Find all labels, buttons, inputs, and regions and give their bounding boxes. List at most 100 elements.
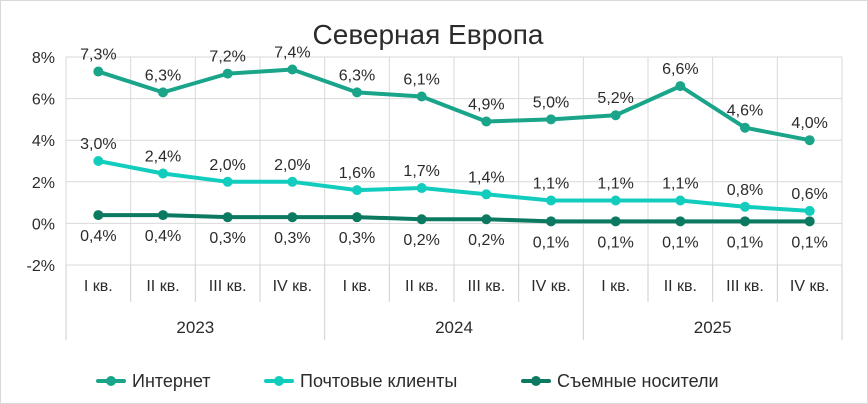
series-3: 0,4% 0,4% 0,3% 0,3% 0,3% 0,2% 0,2% 0,1% 0,1% 0,1%…: [80, 210, 828, 251]
x-category-label: II кв.: [405, 278, 438, 295]
data-point: [740, 122, 750, 133]
x-category-label: IV кв.: [790, 278, 830, 295]
data-label: 4,9%: [468, 96, 504, 113]
y-tick-label: 2%: [32, 175, 55, 192]
axis: [65, 265, 843, 340]
legend-label: Интернет: [132, 371, 211, 391]
data-point: [675, 216, 686, 227]
x-group-label: 2025: [694, 318, 732, 337]
data-label: 7,4%: [274, 44, 310, 61]
data-label: 1,1%: [597, 176, 633, 193]
x-category-label: IV кв.: [531, 278, 571, 295]
y-tick-label: 6%: [32, 92, 55, 109]
data-point: [352, 87, 362, 98]
data-label: 0,2%: [468, 232, 504, 249]
legend-item: Интернет: [96, 371, 211, 391]
data-label: 4,6%: [727, 103, 763, 120]
x-group-label: 2024: [435, 318, 473, 337]
data-label: 2,0%: [209, 157, 245, 174]
legend-item: Почтовые клиенты: [264, 371, 457, 391]
data-label: 2,0%: [274, 157, 310, 174]
data-label: 0,1%: [662, 234, 698, 251]
data-label: 0,1%: [597, 234, 633, 251]
data-label: 1,1%: [662, 176, 698, 193]
data-label: 0,8%: [727, 182, 763, 199]
data-point: [93, 66, 104, 77]
data-label: 0,2%: [403, 232, 439, 249]
data-label: 0,1%: [727, 234, 763, 251]
data-label: 1,4%: [468, 169, 504, 186]
data-point: [481, 116, 492, 127]
data-point: [546, 195, 556, 206]
legend: Интернет Почтовые клиенты Съемные носители: [96, 371, 719, 391]
legend-label: Почтовые клиенты: [300, 371, 457, 391]
x-category-label: II кв.: [146, 278, 179, 295]
data-label: 4,0%: [791, 115, 827, 132]
data-label: 5,0%: [533, 94, 569, 111]
data-label: 6,1%: [403, 72, 439, 89]
data-point: [287, 176, 298, 187]
series-1: 7,3% 6,3% 7,2% 7,4% 6,3% 6,1% 4,9% 5,0% 5,2% 6,6%…: [80, 44, 828, 146]
legend-label: Съемные носители: [557, 371, 719, 391]
data-label: 7,3%: [80, 47, 116, 64]
data-label: 0,4%: [145, 228, 181, 245]
data-point: [675, 81, 686, 92]
data-label: 1,7%: [403, 163, 439, 180]
data-point: [546, 114, 556, 125]
data-point: [804, 135, 815, 146]
y-tick-label: 8%: [32, 50, 55, 67]
data-label: 0,1%: [791, 234, 827, 251]
data-label: 0,4%: [80, 228, 116, 245]
data-point: [804, 205, 815, 216]
x-group-labels: 2023 2024 2025: [176, 318, 731, 337]
chart-title: Северная Европа: [313, 19, 544, 50]
x-group-label: 2023: [176, 318, 214, 337]
legend-item: Съемные носители: [521, 371, 719, 391]
data-label: 6,3%: [339, 67, 375, 84]
data-point: [158, 168, 168, 179]
x-category-label: II кв.: [664, 278, 697, 295]
x-category-label: III кв.: [726, 278, 764, 295]
data-label: 6,3%: [145, 67, 181, 84]
data-point: [546, 216, 556, 227]
data-point: [416, 214, 427, 225]
data-point: [675, 195, 686, 206]
data-point: [416, 183, 427, 194]
y-tick-labels: 8% 6% 4% 2% 0% -2%: [27, 50, 55, 275]
data-point: [481, 214, 492, 225]
data-point: [481, 189, 492, 200]
series-line: [96, 67, 812, 143]
data-point: [610, 216, 621, 227]
data-label: 0,3%: [339, 230, 375, 247]
plot-area: 7,3% 6,3% 7,2% 7,4% 6,3% 6,1% 4,9% 5,0% 5,2% 6,6%…: [80, 44, 828, 251]
series-line: [96, 213, 812, 224]
x-category-label: III кв.: [209, 278, 247, 295]
series-line: [96, 159, 812, 213]
data-point: [222, 176, 233, 187]
data-point: [804, 216, 815, 227]
legend-marker: [274, 376, 284, 386]
series-2: 3,0% 2,4% 2,0% 2,0% 1,6% 1,7% 1,4% 1,1% 1,1% 1,1%…: [80, 136, 828, 216]
data-point: [610, 195, 621, 206]
x-category-label: IV кв.: [273, 278, 313, 295]
x-category-label: I кв.: [343, 278, 372, 295]
data-point: [93, 156, 104, 166]
data-point: [610, 110, 621, 121]
data-point: [222, 212, 233, 223]
data-point: [287, 212, 298, 223]
data-label: 1,6%: [339, 165, 375, 182]
y-tick-label: 4%: [32, 133, 55, 150]
data-point: [416, 91, 427, 102]
data-label: 6,6%: [662, 61, 698, 78]
data-label: 5,2%: [597, 90, 633, 107]
x-category-label: I кв.: [84, 278, 113, 295]
y-tick-label: 0%: [32, 216, 55, 233]
x-category-label: I кв.: [601, 278, 630, 295]
data-label: 2,4%: [145, 148, 181, 165]
legend-marker: [106, 376, 116, 386]
data-point: [93, 210, 104, 221]
data-point: [287, 64, 298, 75]
data-point: [158, 87, 168, 98]
